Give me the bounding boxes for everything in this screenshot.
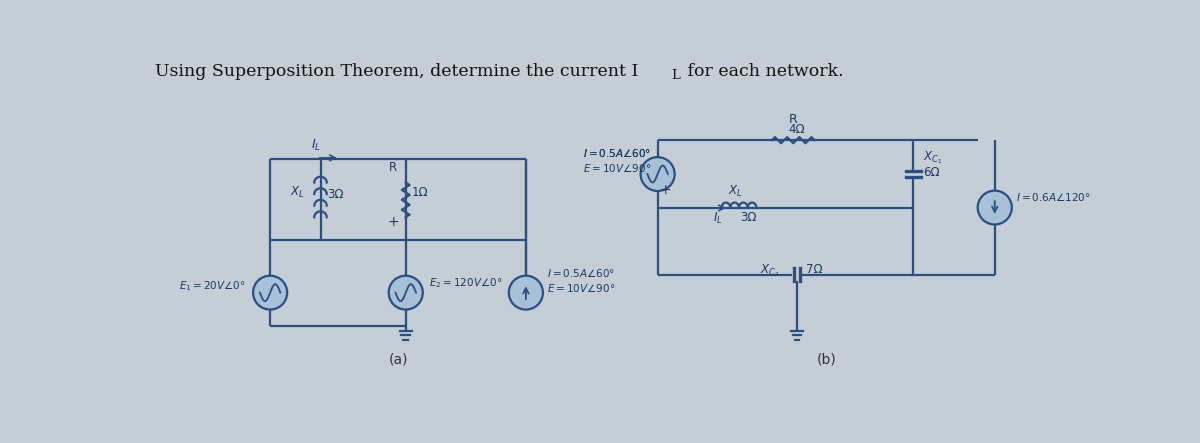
Text: for each network.: for each network. [682,63,844,80]
Text: 7Ω: 7Ω [806,264,823,276]
Text: $X_L$: $X_L$ [727,184,743,199]
Text: 3Ω: 3Ω [326,188,343,201]
Text: 6Ω: 6Ω [923,166,940,179]
Text: +: + [660,183,671,197]
Circle shape [389,276,422,310]
Text: 3Ω: 3Ω [740,211,757,224]
Text: $E_1 = 20 V \angle 0°$: $E_1 = 20 V \angle 0°$ [179,279,245,292]
Text: R: R [788,113,798,126]
Text: $I = 0.5 A\angle 60°$: $I = 0.5 A\angle 60°$ [547,267,614,279]
Text: $X_{C_1}$: $X_{C_1}$ [923,149,942,166]
Text: 4Ω: 4Ω [788,123,805,136]
Text: Using Superposition Theorem, determine the current I: Using Superposition Theorem, determine t… [155,63,638,80]
Text: $E_2 = 120 V \angle 0°$: $E_2 = 120 V \angle 0°$ [430,276,503,290]
Circle shape [509,276,542,310]
Text: $X_{C_2}$: $X_{C_2}$ [761,262,780,279]
Circle shape [641,157,674,191]
Text: $I = 0.5 A\angle 60°$: $I = 0.5 A\angle 60°$ [583,147,652,159]
Text: (a): (a) [389,353,408,366]
Text: $I = 0.6 A\angle 120°$: $I = 0.6 A\angle 120°$ [1016,191,1091,203]
Text: L: L [672,69,680,82]
Text: +: + [388,215,400,229]
Text: (b): (b) [816,353,836,366]
Text: $X_L$: $X_L$ [290,185,305,200]
Text: $I_L$: $I_L$ [713,211,722,226]
Text: R: R [389,161,397,175]
Text: $E = 10 V \angle 90°$: $E = 10 V \angle 90°$ [583,162,652,174]
Text: 1Ω: 1Ω [412,186,428,199]
Text: $I_L$: $I_L$ [311,138,322,153]
Text: $E = 10 V \angle 90°$: $E = 10 V \angle 90°$ [547,282,616,294]
Circle shape [253,276,287,310]
Text: $I = 0.5 A\angle 60°$: $I = 0.5 A\angle 60°$ [583,147,652,159]
Circle shape [978,190,1012,225]
